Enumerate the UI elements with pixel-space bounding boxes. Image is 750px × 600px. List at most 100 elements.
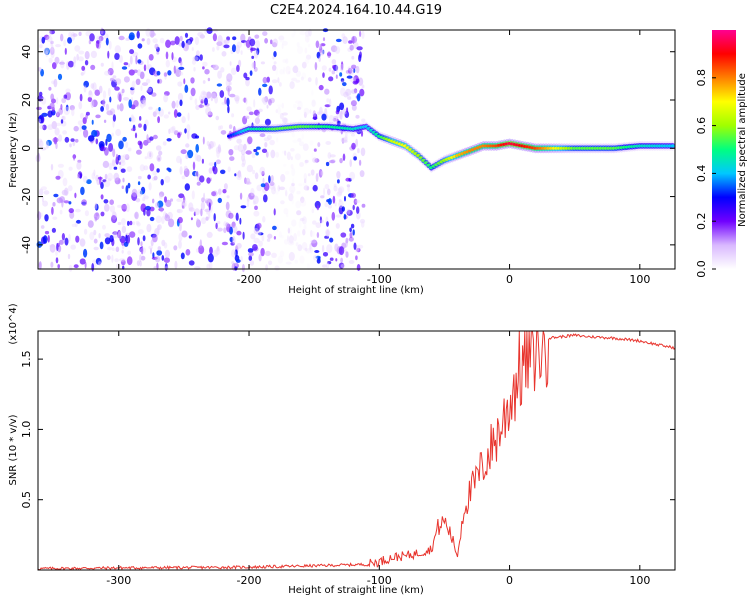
- noise-speck: [321, 113, 327, 121]
- noise-speck: [226, 73, 233, 82]
- spectrogram-y-axis-title: Frequency (Hz): [8, 112, 19, 188]
- x-tick-label: -300: [106, 273, 131, 286]
- noise-speck: [182, 202, 188, 207]
- noise-speck: [353, 76, 356, 82]
- noise-speck: [90, 83, 95, 89]
- noise-speck: [204, 68, 210, 75]
- noise-speck: [115, 263, 121, 269]
- noise-speck: [246, 115, 250, 120]
- noise-speck: [119, 258, 126, 262]
- noise-speck: [44, 47, 50, 56]
- noise-speck: [346, 209, 353, 216]
- noise-speck: [52, 62, 57, 70]
- noise-speck: [76, 161, 82, 170]
- noise-speck: [79, 258, 86, 265]
- snr-panel: -300 -200 -100 0 100 0.5 1.0 1.5 Height of stra…: [8, 303, 676, 596]
- noise-speck: [358, 159, 362, 166]
- noise-speck: [315, 173, 319, 182]
- noise-speck: [235, 96, 240, 104]
- noise-speck: [290, 148, 295, 152]
- noise-speck: [307, 173, 311, 177]
- noise-speck: [335, 258, 338, 262]
- noise-speck: [136, 260, 140, 266]
- noise-speck: [341, 108, 347, 115]
- noise-speck: [81, 125, 87, 130]
- noise-speck: [122, 177, 125, 183]
- noise-speck: [171, 125, 176, 132]
- noise-speck: [263, 137, 270, 142]
- noise-speck: [279, 34, 285, 43]
- noise-speck: [120, 168, 126, 173]
- noise-speck: [41, 112, 48, 117]
- noise-speck: [351, 104, 357, 111]
- noise-speck: [327, 51, 331, 58]
- noise-speck: [90, 50, 97, 59]
- noise-speck: [261, 233, 265, 242]
- noise-speck: [348, 260, 355, 264]
- noise-speck: [148, 182, 152, 191]
- noise-speck: [107, 50, 110, 59]
- noise-speck: [287, 240, 295, 246]
- noise-speck: [173, 109, 178, 118]
- noise-speck: [234, 249, 238, 257]
- noise-speck: [311, 206, 316, 211]
- noise-speck: [355, 114, 360, 119]
- noise-speck: [98, 85, 103, 94]
- noise-speck: [189, 96, 193, 101]
- noise-speck: [356, 248, 361, 253]
- noise-speck: [324, 88, 330, 95]
- noise-speck: [254, 34, 260, 39]
- noise-speck: [99, 241, 104, 250]
- noise-speck: [49, 29, 52, 37]
- noise-speck: [291, 182, 295, 187]
- noise-speck: [240, 256, 243, 262]
- noise-speck: [94, 89, 101, 96]
- noise-speck: [215, 247, 221, 255]
- noise-speck: [311, 89, 314, 96]
- noise-speck: [311, 239, 318, 248]
- noise-speck: [74, 45, 81, 52]
- noise-speck: [225, 201, 230, 211]
- noise-speck: [156, 70, 161, 76]
- noise-speck: [112, 148, 116, 158]
- colorbar-tick-label: 0.4: [695, 165, 708, 183]
- noise-speck: [140, 103, 143, 107]
- noise-speck: [148, 245, 153, 250]
- noise-speck: [282, 40, 288, 46]
- noise-speck: [320, 43, 326, 47]
- noise-speck: [150, 239, 154, 247]
- noise-speck: [152, 134, 158, 140]
- noise-speck: [168, 168, 172, 173]
- noise-speck: [87, 135, 95, 142]
- noise-speck: [170, 40, 176, 46]
- noise-speck: [241, 264, 245, 273]
- noise-speck: [340, 61, 344, 71]
- noise-speck: [146, 89, 152, 94]
- noise-speck: [356, 206, 360, 214]
- noise-speck: [313, 148, 317, 152]
- noise-speck: [234, 95, 240, 102]
- noise-speck: [178, 240, 182, 249]
- noise-speck: [245, 76, 250, 81]
- noise-speck: [277, 77, 280, 84]
- noise-speck: [102, 224, 106, 230]
- noise-speck: [261, 170, 265, 177]
- noise-speck: [152, 38, 158, 44]
- noise-speck: [249, 38, 256, 47]
- noise-speck: [228, 149, 234, 156]
- noise-speck: [207, 77, 211, 82]
- noise-speck: [127, 250, 131, 256]
- noise-speck: [190, 87, 196, 97]
- noise-speck: [345, 239, 348, 248]
- noise-speck: [254, 205, 258, 210]
- noise-speck: [165, 213, 168, 219]
- noise-speck: [220, 130, 227, 135]
- noise-speck: [130, 128, 136, 132]
- noise-speck: [352, 229, 355, 236]
- noise-speck: [289, 120, 293, 126]
- noise-speck: [278, 35, 285, 41]
- noise-speck: [49, 244, 55, 248]
- noise-speck: [252, 200, 256, 205]
- noise-speck: [187, 149, 194, 159]
- x-tick-label: 100: [629, 574, 650, 587]
